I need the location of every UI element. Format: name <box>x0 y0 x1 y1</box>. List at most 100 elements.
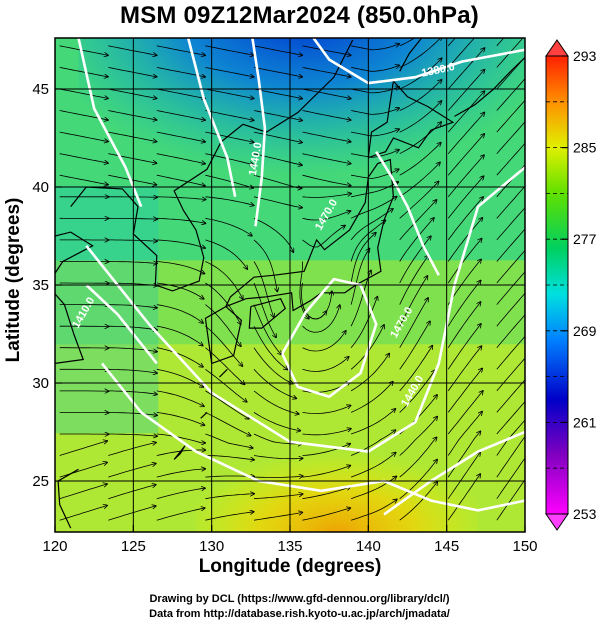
streamline-224 <box>253 45 302 56</box>
streamline-5 <box>302 508 351 521</box>
streamline-126 <box>350 220 385 262</box>
streamline-63 <box>205 390 249 419</box>
coastline-9 <box>173 445 186 460</box>
coastline-5 <box>248 297 287 329</box>
streamline-165 <box>302 174 351 185</box>
streamline-4 <box>253 512 302 521</box>
streamline-121 <box>108 262 157 264</box>
streamline-223 <box>205 45 253 56</box>
streamline-162 <box>156 174 205 186</box>
streamline-217 <box>399 38 442 68</box>
contour-1 <box>251 38 267 227</box>
streamline-221 <box>108 45 156 56</box>
contour-8 <box>281 277 378 399</box>
credits: Drawing by DCL (https://www.gfd-dennou.o… <box>0 592 599 622</box>
streamline-173 <box>205 153 253 165</box>
streamline-219 <box>496 38 524 68</box>
streamline-56 <box>350 382 393 413</box>
streamline-77 <box>399 321 430 370</box>
x-tick-label-125: 125 <box>121 538 146 555</box>
streamline-137 <box>399 200 437 241</box>
y-tick-label-25: 25 <box>32 473 49 490</box>
streamline-48 <box>447 391 483 435</box>
colorbar-label-293: 293 <box>573 48 597 64</box>
colorbar-label-253: 253 <box>573 506 597 522</box>
streamline-214 <box>253 67 302 77</box>
coastline-1 <box>55 231 94 364</box>
field-warm <box>196 383 478 532</box>
streamline-136 <box>350 209 393 241</box>
streamline-229 <box>496 38 505 47</box>
streamline-30 <box>59 441 107 456</box>
streamline-189 <box>496 99 525 133</box>
streamline-58 <box>447 368 482 413</box>
streamline-215 <box>302 67 351 77</box>
streamline-144 <box>253 217 293 252</box>
streamline-139 <box>496 207 525 241</box>
streamline-84 <box>253 347 293 384</box>
wind-streamlines <box>59 38 525 521</box>
streamline-201 <box>108 88 156 98</box>
streamline-142 <box>156 217 206 223</box>
streamline-210 <box>59 67 108 76</box>
streamline-91 <box>108 325 157 330</box>
streamline-43 <box>205 433 252 448</box>
streamline-19 <box>496 453 525 499</box>
streamline-41 <box>108 434 157 436</box>
streamline-52 <box>156 412 205 425</box>
streamline-61 <box>108 390 157 394</box>
streamline-187 <box>399 101 442 133</box>
streamline-29 <box>496 436 525 478</box>
streamline-218 <box>447 38 475 68</box>
streamline-22 <box>156 469 205 478</box>
colorbar-bottom-arrow <box>545 513 569 531</box>
streamline-74 <box>253 369 296 398</box>
streamline-51 <box>108 412 157 415</box>
streamline-177 <box>399 122 442 155</box>
streamline-220 <box>59 45 108 56</box>
streamline-132 <box>156 239 205 248</box>
streamline-6 <box>350 499 397 521</box>
colorbar-label-277: 277 <box>573 231 597 247</box>
streamline-145 <box>302 211 351 221</box>
streamline-157 <box>399 162 440 198</box>
streamline-179 <box>496 121 525 154</box>
streamline-53 <box>205 412 250 435</box>
y-axis-label: Latitude (degrees) <box>3 197 24 363</box>
coastline-0 <box>57 468 79 529</box>
streamline-107 <box>399 255 429 305</box>
streamline-26 <box>350 453 396 478</box>
streamline-196 <box>351 108 399 115</box>
streamline-13 <box>205 494 254 500</box>
streamline-153 <box>205 196 253 206</box>
streamline-15 <box>302 487 351 500</box>
streamline-180 <box>59 131 108 141</box>
streamline-49 <box>496 401 525 435</box>
streamline-138 <box>447 197 483 241</box>
y-axis: 25 30 35 40 45 <box>32 81 62 490</box>
streamline-45 <box>302 429 351 436</box>
streamline-193 <box>205 110 253 121</box>
streamline-131 <box>108 240 157 241</box>
streamline-166 <box>351 169 399 180</box>
streamline-55 <box>302 405 351 414</box>
y-tick-label-30: 30 <box>32 375 49 392</box>
streamline-216 <box>351 65 399 72</box>
streamline-213 <box>205 67 253 77</box>
streamline-169 <box>496 142 525 176</box>
y-tick-label-40: 40 <box>32 179 49 196</box>
streamline-141 <box>108 218 157 219</box>
streamline-42 <box>156 433 205 443</box>
streamline-67 <box>399 346 433 392</box>
streamline-211 <box>108 67 156 76</box>
streamline-82 <box>156 347 203 367</box>
x-tick-label-145: 145 <box>434 538 459 555</box>
contour-label-1: 1440.0 <box>247 141 265 176</box>
contour-2 <box>186 38 237 198</box>
credits-data: Data from http://database.rish.kyoto-u.a… <box>149 608 450 620</box>
streamline-172 <box>156 153 205 164</box>
streamline-78 <box>447 324 481 370</box>
streamline-83 <box>205 347 244 385</box>
streamline-27 <box>399 437 437 478</box>
streamline-152 <box>156 196 206 200</box>
